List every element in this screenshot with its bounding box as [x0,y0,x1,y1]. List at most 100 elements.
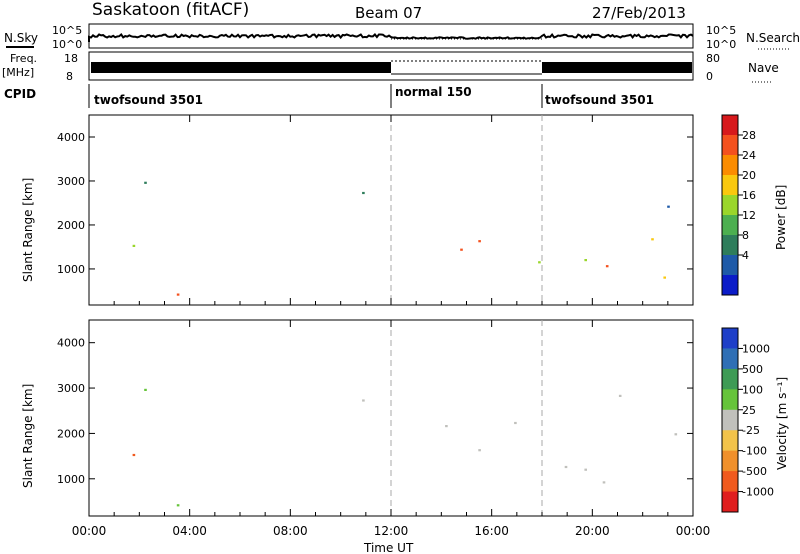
echo-cell [674,433,678,436]
cpid-label: CPID [4,87,36,101]
colorbar-swatch [722,368,738,390]
nave-tick-low: 0 [706,70,713,83]
velocity-data [132,388,678,507]
x-tick-label: 16:00 [474,524,509,538]
colorbar-swatch [722,255,738,276]
x-axis-label: Time UT [363,541,414,554]
colorbar-tick-label: 25 [742,404,756,417]
nave-tick-high: 80 [706,52,720,65]
colorbar-swatch [722,389,738,411]
y-tick-label: 1000 [57,263,85,276]
y-tick-label: 2000 [57,427,85,440]
power-ylabel: Slant Range [km] [21,178,35,282]
colorbar-swatch [722,471,738,493]
colorbar-swatch [722,328,738,349]
colorbar-tick-label: -25 [742,424,760,437]
x-tick-label: 08:00 [273,524,308,538]
colorbar-swatch [722,195,738,216]
echo-cell [667,205,670,208]
echo-cell [618,394,622,397]
colorbar-tick-label: 28 [742,129,756,142]
cpid-row: CPID twofsound 3501 normal 150 twofsound… [4,84,654,108]
colorbar-swatch [722,348,738,370]
cpid-segment-1: twofsound 3501 [94,93,203,107]
echo-cell [445,425,448,428]
echo-cell [144,388,147,391]
colorbar-tick-label: 8 [742,229,749,242]
colorbar-tick-label: -1000 [742,486,774,499]
colorbar-tick-label: -100 [742,445,767,458]
colorbar-tick-label: 12 [742,209,756,222]
y-tick-label: 3000 [57,175,85,188]
echo-cell [538,261,541,264]
cpid-segment-3: twofsound 3501 [545,93,654,107]
colorbar-tick-label: 20 [742,169,756,182]
echo-cell [176,293,180,296]
colorbar-swatch [722,409,738,431]
nave-label: Nave [748,61,779,75]
echo-cell [663,276,666,279]
colorbar-swatch [722,115,738,136]
x-tick-label: 12:00 [374,524,409,538]
power-cbar-label: Power [dB] [774,185,788,250]
x-tick-label: 00:00 [72,524,107,538]
colorbar-tick-label: 1000 [742,342,770,355]
echo-cell [460,248,463,251]
nsky-label: N.Sky [4,31,38,45]
echo-cell [362,399,365,402]
colorbar-swatch [722,175,738,196]
x-tick-label: 00:00 [676,524,711,538]
echo-cell [132,453,136,457]
colorbar-swatch [722,215,738,236]
colorbar-tick-label: 24 [742,149,756,162]
freq-tick-high: 18 [64,52,78,65]
power-data [132,181,670,296]
echo-cell [584,468,587,471]
nsearch-tick-low: 10^0 [706,38,736,51]
echo-cell [514,421,517,425]
y-tick-label: 2000 [57,219,85,232]
echo-cell [478,449,481,452]
x-axis: 00:00 04:00 08:00 12:00 16:00 20:00 00:00 [72,115,711,538]
nsearch-label: N.Search [746,31,800,45]
echo-cell [651,238,654,241]
colorbar-tick-label: 4 [742,249,749,262]
echo-cell [564,465,568,469]
colorbar-tick-label: 100 [742,383,763,396]
velocity-colorbar: 1000 500 100 25 -25 -100 -500 -1000 [721,327,774,513]
y-tick-label: 4000 [57,131,85,144]
colorbar-tick-label: 16 [742,189,756,202]
echo-cell [478,240,481,243]
colorbar-swatch [722,155,738,176]
echo-cell [132,244,136,247]
nsky-panel: N.Sky 10^5 10^0 10^5 10^0 N.Search [4,23,800,51]
colorbar-swatch [722,430,738,452]
nsearch-tick-high: 10^5 [706,24,736,37]
beam-title: Beam 07 [355,4,422,22]
y-tick-label: 4000 [57,337,85,350]
colorbar-swatch [722,135,738,156]
echo-cell [584,259,587,262]
colorbar-swatch [722,235,738,256]
y-tick-label: 1000 [57,473,85,486]
velocity-panel: 1000 2000 3000 4000 Slant Range [km] 1000 50… [21,319,789,517]
echo-cell [605,265,609,268]
nsky-trace [88,32,694,42]
freq-panel: Freq. [MHz] 18 8 80 0 Nave [2,51,779,83]
nsky-tick-low: 10^0 [52,38,82,51]
x-tick-label: 04:00 [172,524,207,538]
freq-band-2 [542,62,692,73]
x-tick-label: 20:00 [575,524,610,538]
echo-cell [144,181,147,184]
echo-cell [362,191,365,195]
cpid-segment-2: normal 150 [395,85,472,99]
colorbar-swatch [722,491,738,513]
freq-label: Freq. [10,52,37,65]
freq-band-1 [91,62,391,73]
station-title: Saskatoon (fitACF) [92,0,249,20]
velocity-ylabel: Slant Range [km] [21,384,35,488]
power-colorbar: 28 24 20 16 12 8 4 [721,114,756,296]
velocity-y-axis: 1000 2000 3000 4000 [57,337,693,486]
power-y-axis: 1000 2000 3000 4000 [57,131,693,276]
